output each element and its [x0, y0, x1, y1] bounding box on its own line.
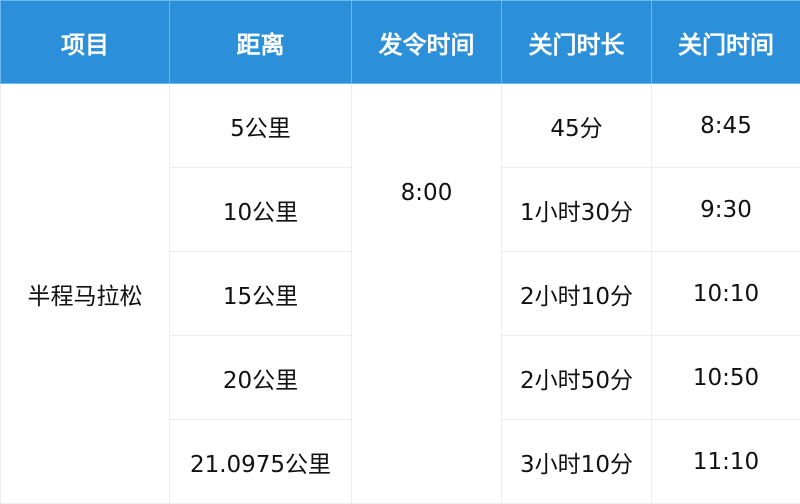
distance-cell: 15公里: [170, 252, 352, 336]
cutoff-cell: 8:45: [652, 84, 800, 168]
cutoff-cell: 10:50: [652, 336, 800, 420]
table-row: 半程马拉松 5公里 8:00 45分 8:45: [1, 84, 800, 168]
duration-cell: 45分: [502, 84, 652, 168]
header-event: 项目: [1, 1, 170, 84]
header-cutoff: 关门时间: [652, 1, 800, 84]
header-row: 项目 距离 发令时间 关门时长 关门时间: [1, 1, 800, 84]
cutoff-cell: 10:10: [652, 252, 800, 336]
duration-cell: 2小时50分: [502, 336, 652, 420]
duration-cell: 2小时10分: [502, 252, 652, 336]
duration-cell: 1小时30分: [502, 168, 652, 252]
event-cell: 半程马拉松: [1, 84, 170, 504]
start-time-cell: 8:00: [352, 84, 502, 504]
header-distance: 距离: [170, 1, 352, 84]
distance-cell: 5公里: [170, 84, 352, 168]
distance-cell: 20公里: [170, 336, 352, 420]
header-start-time: 发令时间: [352, 1, 502, 84]
cutoff-cell: 11:10: [652, 420, 800, 504]
duration-cell: 3小时10分: [502, 420, 652, 504]
distance-cell: 21.0975公里: [170, 420, 352, 504]
header-duration: 关门时长: [502, 1, 652, 84]
distance-cell: 10公里: [170, 168, 352, 252]
cutoff-cell: 9:30: [652, 168, 800, 252]
